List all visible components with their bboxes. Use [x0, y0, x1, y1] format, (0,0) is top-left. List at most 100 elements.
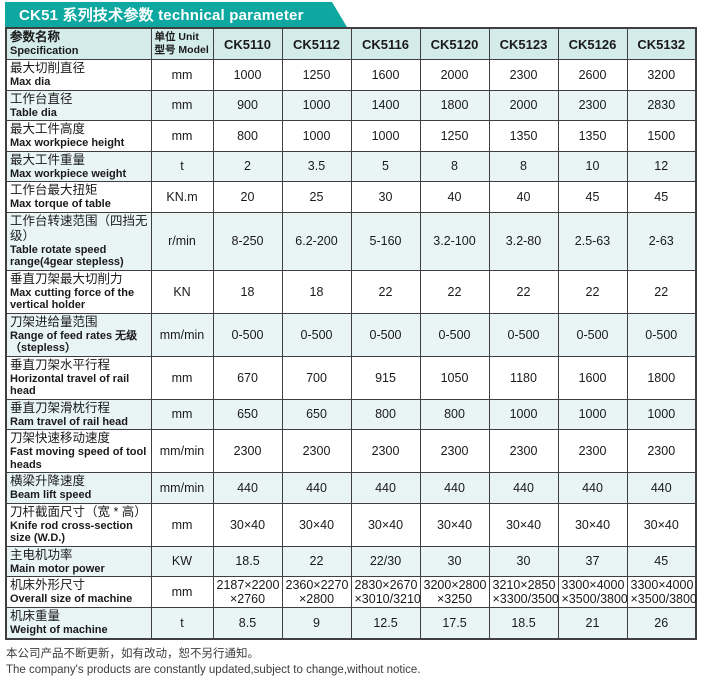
value-cell: 30 [419, 545, 490, 577]
value-cell: 30×40 [626, 502, 697, 547]
unit-cell: KW [150, 545, 214, 577]
value-cell: 440 [626, 472, 697, 504]
parameter-label-cell: 机床重量 Weight of machine [5, 607, 152, 639]
value-cell: 1500 [626, 120, 697, 152]
parameter-label-en: Max dia [10, 76, 51, 88]
parameter-label-en: Max cutting force of the vertical holder [10, 286, 135, 312]
value-cell: 2830×2670 ×3010/3210 [350, 576, 421, 608]
table-row: 工作台直径 Table dia mm 900 1000 1400 1800 2000 2300 2… [5, 89, 697, 121]
unit-cell: mm [150, 398, 214, 430]
value-cell: 440 [350, 472, 421, 504]
value-cell: 37 [557, 545, 628, 577]
parameter-label-en: Max torque of table [10, 198, 111, 210]
value-cell: 12 [626, 150, 697, 182]
parameter-label-zh: 工作台直径 [10, 91, 73, 106]
parameter-label-cell: 刀架快速移动速度 Fast moving speed of tool heads [5, 429, 152, 473]
parameter-label-cell: 工作台直径 Table dia [5, 89, 152, 121]
value-cell: 25 [281, 181, 352, 213]
value-cell: 1600 [350, 59, 421, 91]
value-cell: 8 [488, 150, 559, 182]
value-cell: 1350 [557, 120, 628, 152]
value-cell: 18.5 [488, 607, 559, 639]
value-cell: 45 [626, 545, 697, 577]
parameter-label-zh: 最大工件重量 [10, 152, 86, 167]
parameter-label-cell: 垂直刀架最大切削力 Max cutting force of the vertic… [5, 269, 152, 314]
value-cell: 18 [281, 269, 352, 314]
value-cell: 1000 [488, 398, 559, 430]
value-cell: 1000 [281, 89, 352, 121]
table-row: 垂直刀架滑枕行程 Ram travel of rail head mm 650 650 8… [5, 398, 697, 430]
parameter-label-en: Max workpiece weight [10, 167, 127, 180]
spec-column-header: 参数名称 Specification [5, 27, 152, 60]
parameter-label-zh: 刀架快速移动速度 [10, 431, 111, 445]
disclaimer-footer: 本公司产品不断更新，如有改动，恕不另行通知。 The company's pro… [5, 646, 701, 678]
value-cell: 0-500 [212, 312, 283, 357]
value-cell: 1400 [350, 89, 421, 121]
model-column-header: CK5116 [350, 27, 421, 60]
model-column-header: CK5126 [557, 27, 628, 60]
unit-cell: mm [150, 502, 214, 547]
value-cell: 440 [557, 472, 628, 504]
value-cell: 1800 [626, 355, 697, 400]
value-cell: 2300 [488, 59, 559, 91]
parameter-label-en: Main motor power [10, 562, 105, 575]
value-cell: 2300 [212, 429, 283, 473]
model-column-header: CK5120 [419, 27, 490, 60]
value-cell: 2600 [557, 59, 628, 91]
value-cell: 45 [626, 181, 697, 213]
value-cell: 1000 [281, 120, 352, 152]
unit-cell: mm/min [150, 472, 214, 504]
value-cell: 22 [488, 269, 559, 314]
value-cell: 440 [212, 472, 283, 504]
value-cell: 800 [350, 398, 421, 430]
unit-cell: KN.m [150, 181, 214, 213]
value-cell: 22 [419, 269, 490, 314]
value-cell: 18.5 [212, 545, 283, 577]
value-cell: 650 [281, 398, 352, 430]
value-cell: 22 [626, 269, 697, 314]
unit-cell: t [150, 607, 214, 639]
unit-cell: t [150, 150, 214, 182]
value-cell: 22 [557, 269, 628, 314]
technical-parameter-table: 参数名称 Specification 单位 Unit 型号 Model CK51… [5, 27, 697, 640]
value-cell: 1250 [281, 59, 352, 91]
table-row: 最大工件高度 Max workpiece height mm 800 1000 1000 1… [5, 120, 697, 152]
parameter-label-en: Ram travel of rail head [10, 415, 128, 428]
unit-cell: mm [150, 59, 214, 91]
parameter-label-cell: 最大切削直径 Max dia [5, 59, 152, 91]
parameter-label-en: Fast moving speed of tool heads [10, 446, 147, 471]
parameter-label-zh: 工作台转速范围（四挡无级） [10, 213, 148, 243]
value-cell: 0-500 [557, 312, 628, 357]
parameter-label-cell: 最大工件重量 Max workpiece weight [5, 150, 152, 182]
value-cell: 3200×2800 ×3250 [419, 576, 490, 608]
spec-header-en: Specification [10, 45, 79, 57]
catalog-page: CK51 系列技术参数 technical parameter 参数名称 Spe… [5, 2, 697, 676]
parameter-label-cell: 主电机功率 Main motor power [5, 545, 152, 577]
table-header-row: 参数名称 Specification 单位 Unit 型号 Model CK51… [5, 27, 697, 60]
value-cell: 440 [281, 472, 352, 504]
parameter-label-zh: 垂直刀架滑枕行程 [10, 400, 111, 415]
model-column-header: CK5110 [212, 27, 283, 60]
value-cell: 30×40 [488, 502, 559, 547]
value-cell: 30×40 [419, 502, 490, 547]
parameter-label-cell: 最大工件高度 Max workpiece height [5, 120, 152, 152]
value-cell: 1000 [557, 398, 628, 430]
table-row: 工作台最大扭矩 Max torque of table KN.m 20 25 30 40 40… [5, 181, 697, 213]
value-cell: 40 [488, 181, 559, 213]
value-cell: 5-160 [350, 211, 421, 271]
table-row: 工作台转速范围（四挡无级） Table rotate speed range(4g… [5, 211, 697, 271]
unit-cell: mm [150, 89, 214, 121]
value-cell: 3200 [626, 59, 697, 91]
value-cell: 650 [212, 398, 283, 430]
value-cell: 440 [488, 472, 559, 504]
unit-header-line1: 单位 Unit [154, 31, 199, 43]
unit-cell: mm [150, 576, 214, 608]
value-cell: 3.5 [281, 150, 352, 182]
parameter-label-cell: 刀杆截面尺寸（宽 * 高） Knife rod cross-section siz… [5, 502, 152, 547]
spec-header-zh: 参数名称 [10, 30, 61, 44]
parameter-label-zh: 最大工件高度 [10, 122, 86, 136]
value-cell: 0-500 [419, 312, 490, 357]
value-cell: 2187×2200 ×2760 [212, 576, 283, 608]
value-cell: 2830 [626, 89, 697, 121]
value-cell: 17.5 [419, 607, 490, 639]
